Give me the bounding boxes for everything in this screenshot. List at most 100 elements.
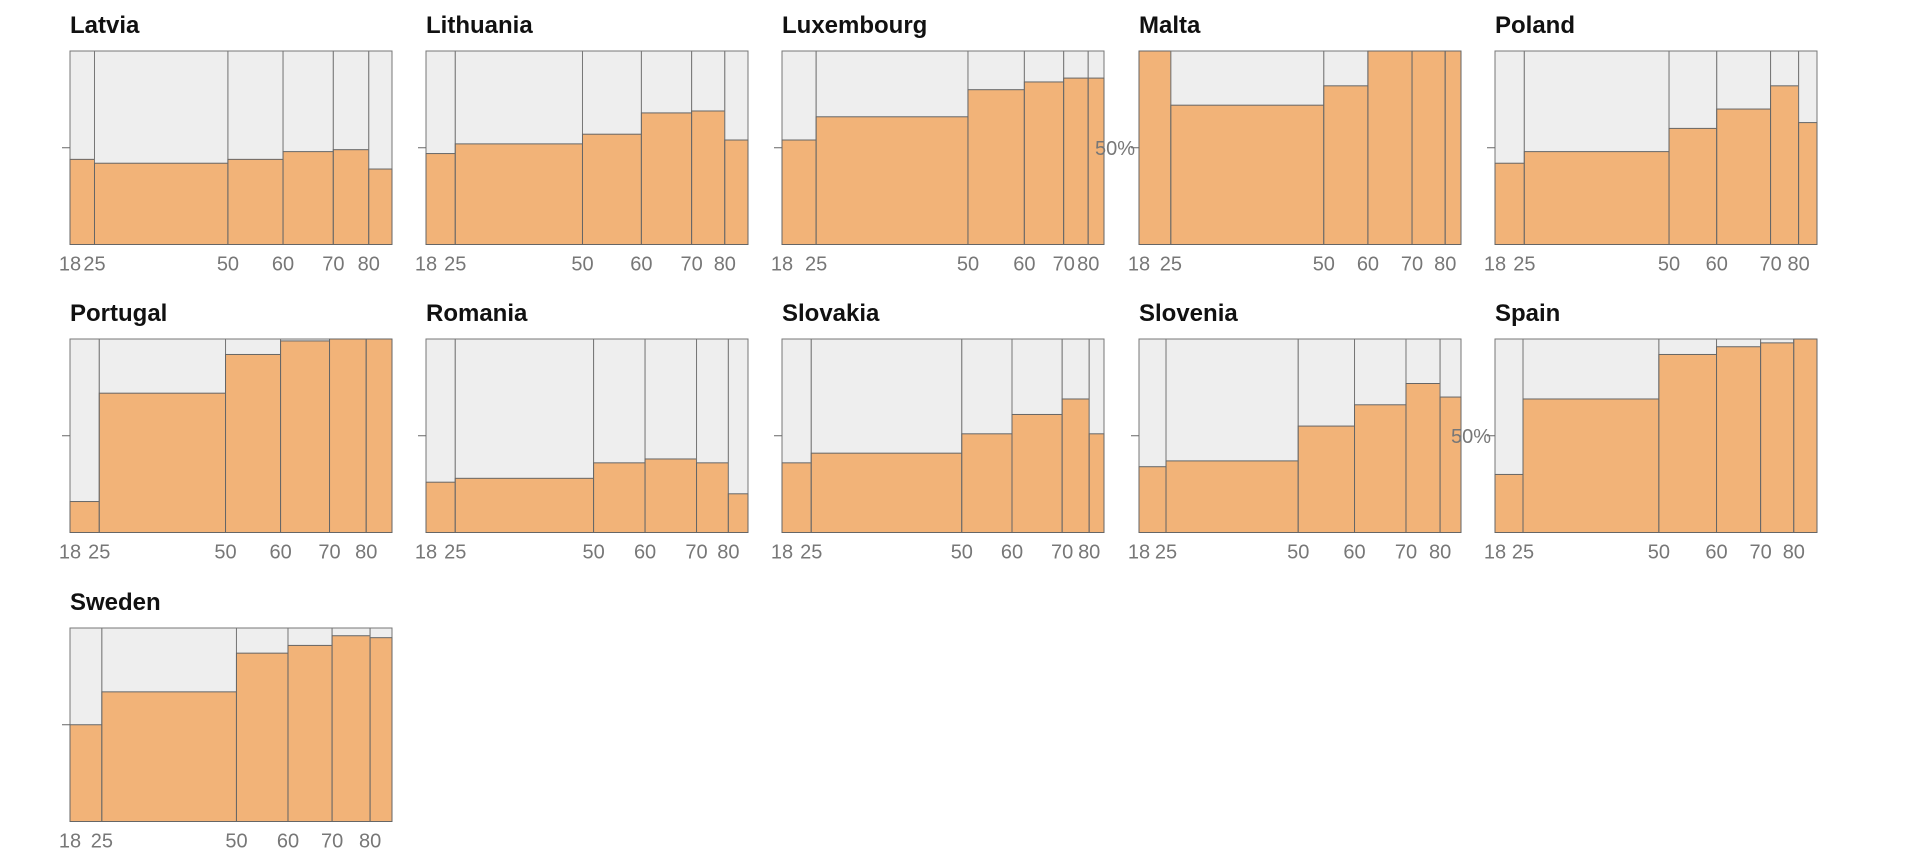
bar: [1668, 127, 1718, 245]
x-tick-label: 80: [1783, 542, 1805, 564]
x-tick-label: 60: [269, 542, 291, 564]
bar: [1405, 383, 1441, 533]
bar: [69, 158, 95, 245]
x-tick-label: 25: [1512, 542, 1534, 564]
panel: Latvia 18 25 50 60 70 80: [59, 12, 393, 276]
x-tick-label: 25: [444, 542, 466, 564]
bar: [781, 462, 812, 533]
x-tick-label: 50: [957, 254, 979, 276]
x-tick-label: 25: [805, 254, 827, 276]
x-tick-label: 80: [717, 542, 739, 564]
bar: [1138, 466, 1167, 533]
bar: [1297, 425, 1356, 534]
bar: [235, 652, 289, 823]
x-tick-label: 60: [1357, 254, 1379, 276]
x-tick-label: 60: [1343, 542, 1365, 564]
bar: [1088, 433, 1105, 533]
bar: [69, 724, 103, 822]
x-tick-label: 18: [415, 254, 437, 276]
x-tick-label: 50: [217, 254, 239, 276]
bar: [967, 89, 1025, 245]
x-tick-label: 70: [1401, 254, 1423, 276]
bar: [1023, 81, 1065, 245]
panel: Romania 18 25 50 60 70 80: [415, 300, 749, 564]
x-tick-label: 18: [59, 831, 81, 853]
x-tick-label: 50: [1287, 542, 1309, 564]
bar: [1770, 85, 1800, 245]
x-tick-label: 25: [83, 254, 105, 276]
bar: [1798, 122, 1818, 245]
bar: [1716, 108, 1772, 245]
x-tick-label: 25: [800, 542, 822, 564]
x-tick-label: 80: [1077, 254, 1099, 276]
bar: [1523, 151, 1670, 245]
panel: Malta 18 25 50 60 70 80 50%: [1095, 12, 1462, 276]
bar: [1063, 77, 1089, 245]
bar: [696, 462, 729, 533]
x-tick-label: 60: [1706, 254, 1728, 276]
x-tick-label: 70: [1759, 254, 1781, 276]
bar: [368, 168, 393, 245]
x-tick-label: 18: [771, 542, 793, 564]
panel-title: Poland: [1495, 12, 1575, 39]
x-tick-label: 80: [714, 254, 736, 276]
bar: [101, 691, 237, 822]
bar: [781, 139, 817, 245]
x-tick-label: 70: [321, 831, 343, 853]
panel-title: Malta: [1139, 12, 1201, 39]
x-tick-label: 18: [1128, 542, 1150, 564]
x-tick-label: 80: [355, 542, 377, 564]
x-tick-label: 60: [272, 254, 294, 276]
bar: [329, 338, 367, 533]
panel: Slovakia 18 25 50 60 70 80: [771, 300, 1105, 564]
bar: [1411, 50, 1446, 245]
bar: [1444, 50, 1462, 245]
x-tick-label: 70: [685, 542, 707, 564]
x-tick-label: 18: [1484, 542, 1506, 564]
x-tick-label: 70: [318, 542, 340, 564]
bar: [1522, 398, 1660, 533]
x-tick-label: 50: [1648, 542, 1670, 564]
panel: Lithuania 18 25 50 60 70 80: [415, 12, 749, 276]
x-tick-label: 60: [1001, 542, 1023, 564]
x-tick-label: 18: [1484, 254, 1506, 276]
bar: [93, 162, 229, 245]
x-tick-label: 25: [1513, 254, 1535, 276]
x-tick-label: 60: [1705, 542, 1727, 564]
panel-title: Luxembourg: [782, 12, 927, 39]
bar: [810, 452, 963, 534]
bar: [961, 433, 1013, 533]
bar: [1061, 398, 1090, 533]
bar: [593, 462, 646, 533]
x-tick-label: 50: [225, 831, 247, 853]
x-tick-label: 25: [88, 542, 110, 564]
bar: [1165, 460, 1299, 533]
x-tick-label: 18: [59, 542, 81, 564]
x-tick-label: 50: [214, 542, 236, 564]
x-tick-label: 60: [634, 542, 656, 564]
bar: [1716, 346, 1762, 533]
bar: [640, 112, 693, 245]
bar: [98, 392, 227, 533]
bar: [1494, 162, 1525, 245]
x-tick-label: 18: [1128, 254, 1150, 276]
x-tick-label: 18: [771, 254, 793, 276]
x-tick-label: 80: [1788, 254, 1810, 276]
bar: [727, 493, 749, 533]
x-tick-label: 70: [1395, 542, 1417, 564]
panel: Slovenia 18 25 50 60 70 80: [1128, 300, 1462, 564]
bar: [280, 340, 331, 533]
bar: [287, 644, 333, 822]
bar: [1170, 104, 1325, 246]
x-tick-label: 50: [582, 542, 604, 564]
bar: [691, 110, 726, 245]
x-tick-label: 80: [1429, 542, 1451, 564]
x-tick-label: 60: [277, 831, 299, 853]
bar: [1793, 338, 1818, 533]
x-tick-label: 25: [91, 831, 113, 853]
bar: [369, 637, 393, 822]
bar: [225, 353, 282, 534]
x-tick-label: 18: [415, 542, 437, 564]
bar: [1367, 50, 1413, 245]
